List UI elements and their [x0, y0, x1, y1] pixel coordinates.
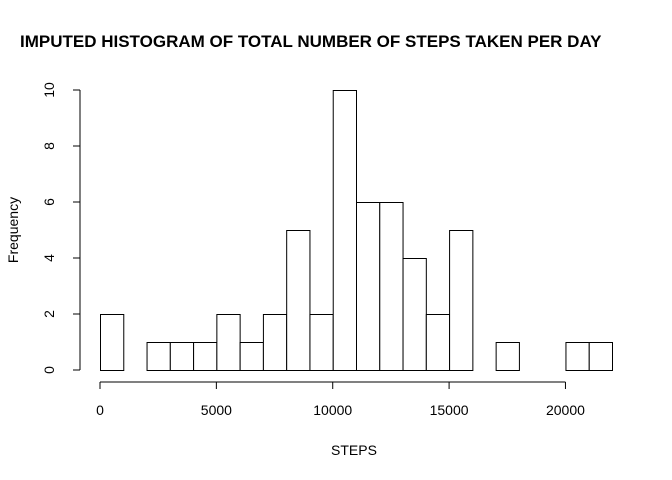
histogram-bar: [309, 314, 334, 371]
histogram-bar: [100, 314, 125, 371]
y-tick-label: 10: [41, 82, 57, 98]
y-tick-label: 8: [41, 142, 57, 150]
histogram-bar: [262, 314, 288, 371]
histogram-bar: [193, 342, 218, 371]
histogram-bar: [565, 342, 590, 371]
x-tick-label: 10000: [313, 402, 352, 418]
y-axis-label: Frequency: [5, 197, 21, 263]
histogram-bar: [332, 90, 357, 371]
x-axis: 0 5000 10000 15000 20000: [96, 381, 585, 418]
histogram-bar: [356, 202, 381, 371]
histogram-bar: [216, 314, 241, 371]
y-tick-label: 6: [41, 198, 57, 206]
x-tick-label: 5000: [201, 402, 232, 418]
x-tick-label: 0: [96, 402, 104, 418]
histogram-bar: [379, 202, 404, 371]
histogram-bar: [169, 342, 195, 371]
y-tick-label: 2: [41, 310, 57, 318]
histogram-bar: [239, 342, 264, 371]
histogram-bar: [588, 342, 614, 371]
y-tick-label: 0: [41, 366, 57, 374]
y-tick-label: 4: [41, 254, 57, 262]
x-axis-label: STEPS: [331, 442, 377, 458]
y-axis: 0 2 4 6 8 10: [41, 82, 81, 374]
chart-title: IMPUTED HISTOGRAM OF TOTAL NUMBER OF STE…: [20, 32, 602, 51]
x-tick-label: 15000: [430, 402, 469, 418]
histogram-bar: [402, 258, 427, 371]
x-tick-label: 20000: [546, 402, 585, 418]
histogram-bar: [495, 342, 520, 371]
bars-group: [100, 90, 614, 371]
histogram-bar: [425, 314, 451, 371]
histogram-bar: [146, 342, 171, 371]
histogram-bar: [449, 230, 474, 371]
histogram-bar: [286, 230, 311, 371]
